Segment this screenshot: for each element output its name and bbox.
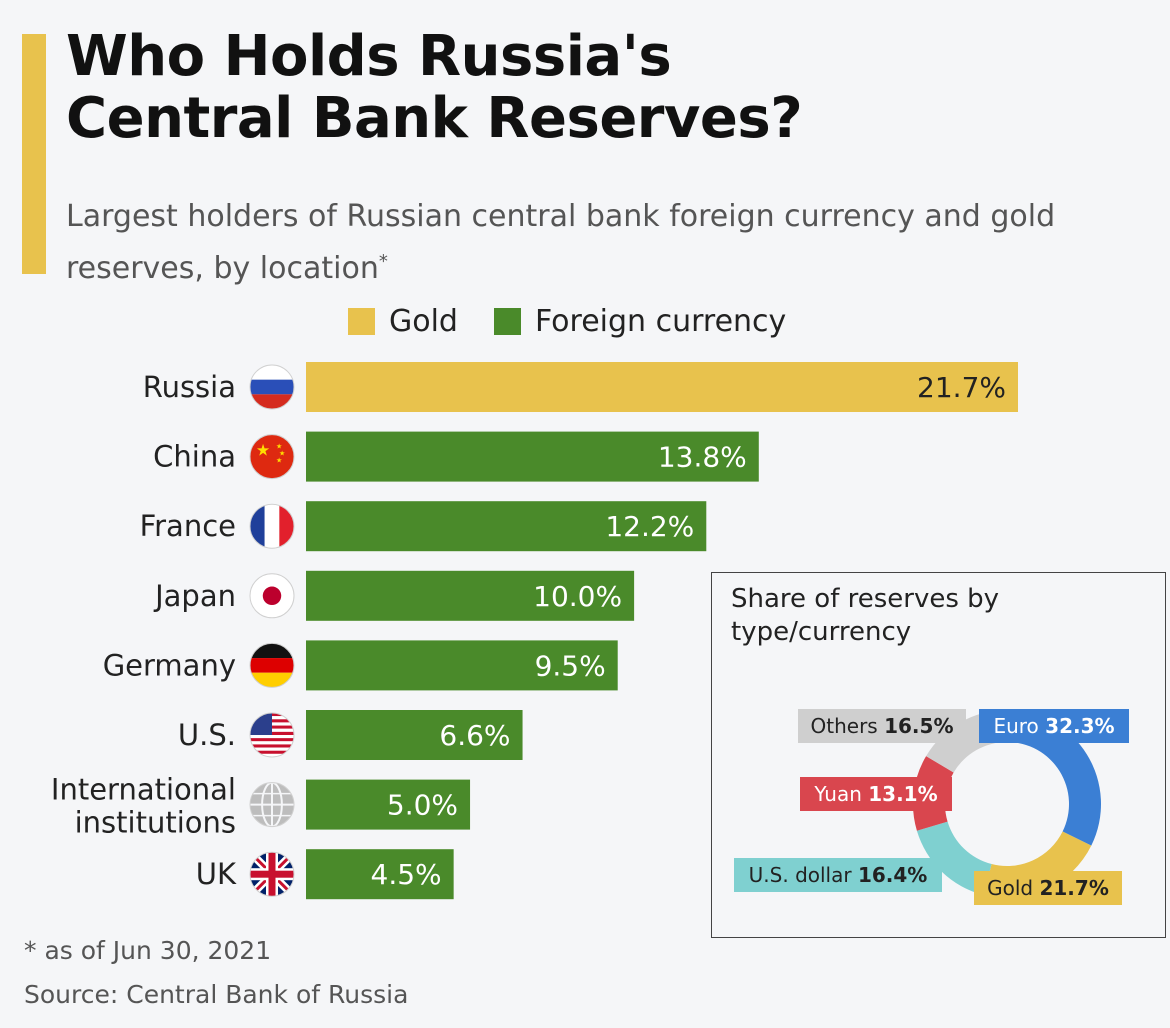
uk-flag-icon [249, 851, 295, 897]
donut-label-gold: Gold 21.7% [987, 876, 1109, 900]
bar-value-label-international-institutions: 5.0% [387, 789, 458, 822]
chart-subtitle-text: Largest holders of Russian central bank … [66, 199, 1056, 286]
category-label-china: China [153, 440, 236, 474]
category-label-international-institutions-line-2: institutions [75, 806, 236, 840]
bar-france [306, 501, 707, 552]
donut-label-box-yuan [800, 777, 952, 811]
bar-japan [306, 570, 635, 621]
china-flag-icon: ★ ★★★ [249, 434, 295, 480]
donut-label-yuan: Yuan 13.1% [813, 782, 937, 806]
bar-value-label-russia: 21.7% [917, 371, 1006, 404]
bar-value-label-china: 13.8% [658, 441, 747, 474]
donut-slice-euro [1007, 710, 1101, 846]
donut-label-others: Others 16.5% [811, 714, 954, 738]
category-label-u-s: U.S. [178, 718, 236, 752]
bar-international-institutions [306, 779, 471, 830]
category-label-japan: Japan [153, 579, 236, 613]
donut-title: Share of reserves by type/currency [731, 584, 1000, 647]
bar-russia [306, 362, 1018, 412]
legend-item-gold: Gold [348, 304, 458, 339]
chart-title-line-1: Who Holds Russia's [66, 24, 672, 89]
japan-flag-icon [249, 573, 295, 619]
bar-value-label-u-s: 6.6% [439, 719, 510, 752]
category-label-germany: Germany [103, 648, 236, 682]
donut-chart: Euro 32.3% Gold 21.7% U.S. dollar 16.4% Yua… [734, 709, 1129, 905]
donut-label-euro: Euro 32.3% [993, 714, 1114, 738]
reserve-share-panel: Share of reserves by type/currency Euro … [711, 572, 1166, 938]
france-flag-icon [249, 503, 295, 549]
donut-label-u-s-dollar: U.S. dollar 16.4% [749, 863, 928, 887]
category-label-russia: Russia [143, 370, 236, 404]
svg-text:★: ★ [276, 457, 282, 465]
us-flag-icon [249, 712, 295, 758]
donut-label-box-others [798, 709, 966, 743]
legend-item-foreign-currency: Foreign currency [493, 304, 787, 339]
svg-text:★: ★ [276, 443, 282, 451]
bar-value-label-germany: 9.5% [535, 649, 606, 682]
legend-swatch-foreign-currency [493, 308, 521, 335]
footnote: * as of Jun 30, 2021 [24, 936, 272, 965]
bar-china [306, 431, 759, 482]
svg-text:★: ★ [256, 441, 270, 460]
bar-value-label-france: 12.2% [605, 510, 694, 543]
germany-flag-icon [249, 642, 295, 688]
donut-label-box-gold [974, 871, 1122, 905]
subtitle-footnote-mark: * [378, 251, 388, 272]
category-label-france: France [140, 509, 236, 543]
chart-title: Who Holds Russia's Central Bank Reserves… [66, 24, 803, 151]
title-accent-bar [22, 34, 46, 274]
bar-value-label-uk: 4.5% [371, 858, 442, 891]
legend-label-gold: Gold [389, 304, 458, 339]
globe-icon [249, 782, 295, 828]
bar-uk [306, 849, 454, 900]
donut-slice-u-s-dollar [916, 821, 992, 896]
legend-label-foreign-currency: Foreign currency [534, 304, 787, 339]
bar-u-s [306, 710, 523, 760]
chart-legend: Gold Foreign currency [348, 304, 822, 339]
donut-label-box-euro [979, 709, 1129, 743]
legend-swatch-gold [348, 308, 375, 335]
bar-germany [306, 640, 618, 691]
category-label-international-institutions-line-1: International [51, 773, 236, 807]
svg-text:★: ★ [279, 450, 285, 458]
source-note: Source: Central Bank of Russia [24, 980, 409, 1009]
chart-subtitle: Largest holders of Russian central bank … [66, 194, 1146, 291]
donut-label-box-u-s-dollar [734, 858, 942, 892]
chart-title-line-2: Central Bank Reserves? [66, 86, 803, 151]
russia-flag-icon [249, 364, 295, 410]
bar-value-label-japan: 10.0% [533, 580, 622, 613]
category-label-uk: UK [196, 857, 237, 891]
